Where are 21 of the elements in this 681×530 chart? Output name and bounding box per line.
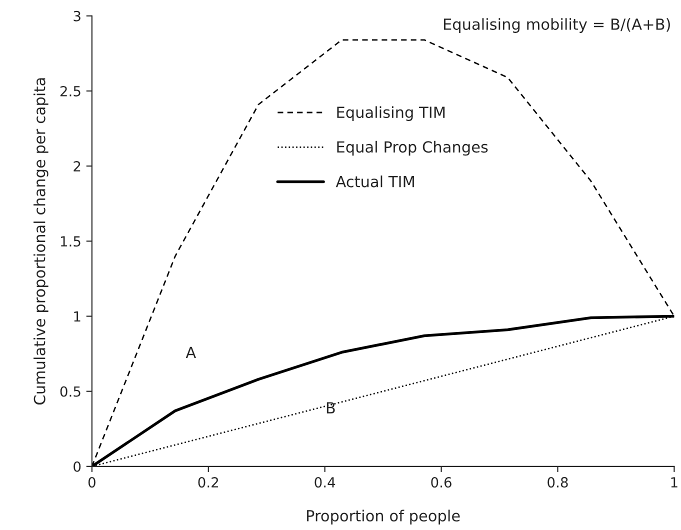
x-tick-label: 0.2 (198, 477, 218, 488)
x-tick-label: 0.6 (431, 477, 452, 488)
x-tick-label: 0.8 (548, 477, 568, 488)
y-tick-label: 1 (74, 311, 80, 322)
y-tick-label: 0.5 (60, 386, 80, 397)
legend-label: Equal Prop Changes (337, 140, 488, 156)
legend-label: Equalising TIM (337, 106, 445, 122)
x-tick-label: 0 (88, 477, 96, 488)
y-tick-label: 2.5 (60, 86, 80, 96)
y-tick-label: 1.5 (60, 236, 80, 247)
y-axis-title: Cumulative proportional change per capita (34, 78, 48, 405)
annotation: B (326, 402, 335, 414)
y-tick-label: 2 (74, 161, 80, 172)
legend-label: Actual TIM (336, 176, 414, 188)
annotation: A (186, 346, 196, 358)
y-tick-label: 0 (74, 461, 81, 472)
y-tick-label: 3 (74, 10, 80, 22)
x-axis-title: Proportion of people (307, 510, 460, 524)
x-tick-label: 1 (671, 477, 678, 488)
annotation: Equalising mobility = B/(A+B) (444, 18, 670, 33)
x-tick-label: 0.4 (314, 477, 336, 488)
